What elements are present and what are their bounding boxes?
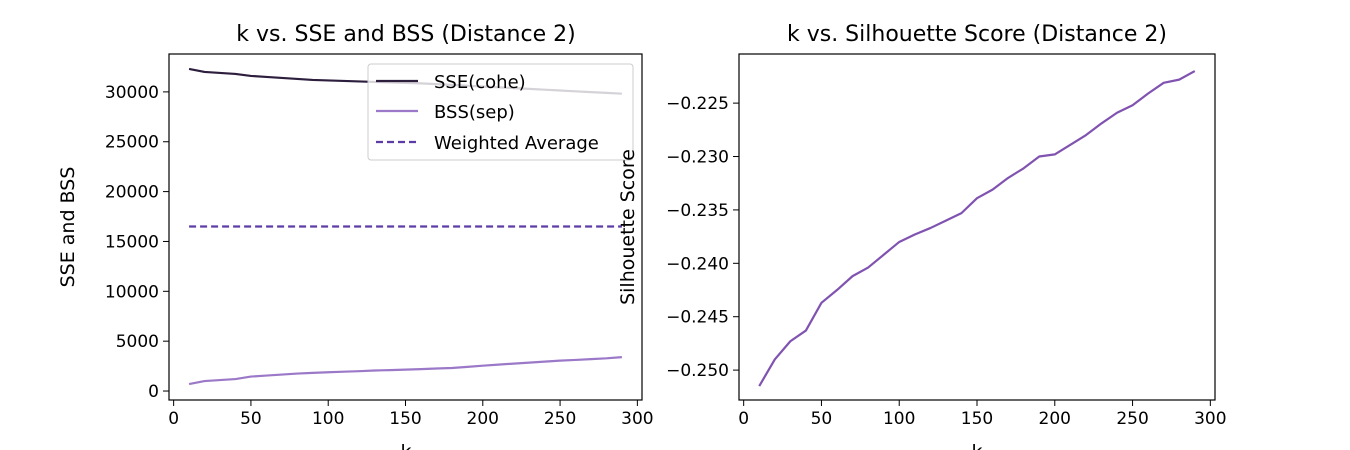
x-tick-label: 200 <box>1039 409 1071 429</box>
y-tick-label: −0.225 <box>666 94 729 114</box>
tick-group: 0 50 100 150 200 250 300 0 5000 10000 15000 20000 25… <box>105 83 654 429</box>
y-tick-label: 10000 <box>105 282 159 302</box>
y-axis-label: Silhouette Score <box>617 149 639 305</box>
x-tick-label: 150 <box>389 409 421 429</box>
chart-title: k vs. SSE and BSS (Distance 2) <box>236 22 575 47</box>
y-tick-label: −0.240 <box>666 254 729 274</box>
x-tick-label: 300 <box>621 409 653 429</box>
y-tick-label: 0 <box>148 382 159 402</box>
x-tick-label: 100 <box>883 409 915 429</box>
x-tick-label: 0 <box>168 409 179 429</box>
y-tick-label: −0.235 <box>666 201 729 221</box>
x-axis-label: k <box>971 441 982 450</box>
silhouette-line <box>758 70 1196 387</box>
x-tick-label: 150 <box>961 409 993 429</box>
series-group <box>758 70 1196 387</box>
x-tick-label: 100 <box>312 409 344 429</box>
x-tick-label: 250 <box>1116 409 1148 429</box>
x-tick-label: 50 <box>811 409 833 429</box>
x-tick-label: 0 <box>738 409 749 429</box>
legend-box <box>367 63 634 161</box>
y-tick-label: 30000 <box>105 83 159 103</box>
x-tick-label: 200 <box>467 409 499 429</box>
silhouette-chart: k vs. Silhouette Score (Distance 2) Silh… <box>617 22 1227 450</box>
x-tick-label: 250 <box>544 409 576 429</box>
tick-group: 0 50 100 150 200 250 300 −0.250 −0.245 −0.240 −0.2… <box>666 94 1226 429</box>
plot-area-frame <box>738 53 1216 401</box>
y-tick-label: 5000 <box>116 332 159 352</box>
y-tick-label: 20000 <box>105 183 159 203</box>
x-tick-label: 300 <box>1194 409 1226 429</box>
y-tick-label: −0.230 <box>666 148 729 168</box>
y-tick-label: −0.245 <box>666 308 729 328</box>
bss-line <box>188 356 622 386</box>
chart-title: k vs. Silhouette Score (Distance 2) <box>787 22 1167 47</box>
legend: SSE(cohe) BSS(sep) Weighted Average <box>367 63 634 161</box>
legend-label-sse: SSE(cohe) <box>434 72 526 93</box>
x-axis-label: k <box>400 441 411 450</box>
y-axis-label: SSE and BSS <box>57 167 79 288</box>
sse-bss-chart: k vs. SSE and BSS (Distance 2) SSE and B… <box>57 22 654 450</box>
legend-label-bss: BSS(sep) <box>434 102 515 123</box>
y-tick-label: 15000 <box>105 232 159 252</box>
plot-area-frame <box>168 53 643 401</box>
x-tick-label: 50 <box>240 409 262 429</box>
legend-label-weighted-average: Weighted Average <box>434 133 599 154</box>
y-tick-label: −0.250 <box>666 361 729 381</box>
y-tick-label: 25000 <box>105 133 159 153</box>
